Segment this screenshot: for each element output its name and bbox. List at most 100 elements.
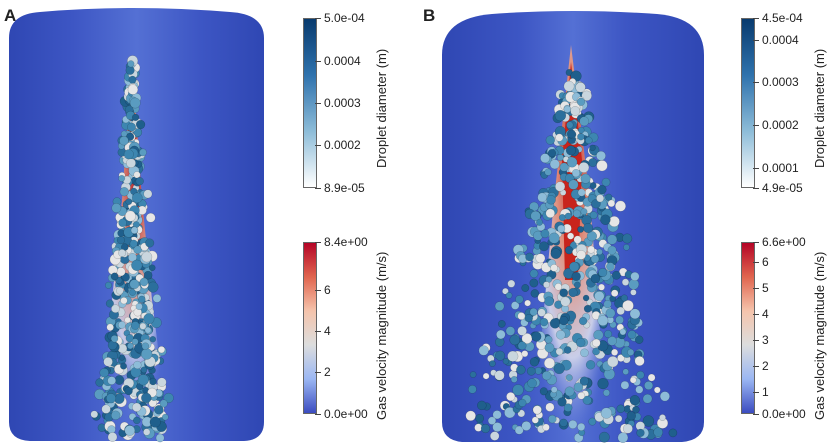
tick: 0.0003 <box>315 96 361 110</box>
droplet <box>124 386 133 396</box>
droplet <box>592 347 600 356</box>
droplet <box>478 345 489 356</box>
droplet <box>605 193 613 201</box>
droplet <box>585 360 596 370</box>
droplet <box>118 249 127 257</box>
droplet <box>141 392 152 404</box>
tick: 0.0002 <box>315 138 361 152</box>
droplet <box>140 366 148 374</box>
droplet <box>111 203 122 213</box>
droplet <box>475 413 485 423</box>
droplet <box>492 422 503 433</box>
droplet <box>133 416 141 425</box>
droplet <box>515 295 524 304</box>
droplet <box>611 270 621 280</box>
droplet <box>119 135 129 146</box>
droplet-cloud-b <box>465 68 678 443</box>
droplet <box>580 348 589 358</box>
droplet <box>145 238 155 248</box>
droplet <box>575 82 586 93</box>
droplet <box>502 287 509 295</box>
droplet <box>614 200 627 212</box>
droplet <box>127 84 139 95</box>
droplet <box>550 386 558 394</box>
droplet <box>143 270 153 280</box>
droplet <box>576 250 587 260</box>
droplet <box>123 149 134 160</box>
droplet <box>572 209 581 218</box>
droplet <box>539 387 548 396</box>
droplet <box>668 428 678 438</box>
tick: 6 <box>753 255 769 269</box>
droplet <box>659 391 670 402</box>
droplet <box>636 370 645 380</box>
droplet <box>105 393 117 404</box>
droplet <box>596 248 603 256</box>
droplet <box>531 331 542 342</box>
droplet <box>120 362 127 370</box>
droplet <box>545 135 555 145</box>
droplet <box>477 400 487 411</box>
droplet <box>111 304 120 314</box>
droplet <box>506 392 516 402</box>
droplet <box>598 431 610 443</box>
droplet <box>577 188 586 197</box>
droplet <box>469 371 477 378</box>
droplet <box>622 423 633 434</box>
droplet <box>131 259 143 271</box>
droplet <box>611 348 619 356</box>
droplet <box>583 304 592 313</box>
droplet <box>647 373 656 382</box>
droplet <box>604 329 613 339</box>
tick: 5 <box>753 281 769 295</box>
droplet <box>482 372 490 380</box>
droplet <box>131 192 143 204</box>
droplet <box>529 278 539 288</box>
droplet <box>129 289 136 296</box>
droplet <box>116 236 125 245</box>
droplet <box>135 302 143 311</box>
droplet <box>571 271 581 282</box>
droplet <box>592 338 601 348</box>
droplet <box>157 345 166 354</box>
tick: 6.6e+00 <box>753 235 806 249</box>
panel-a-label: A <box>4 6 17 25</box>
droplet <box>517 312 526 321</box>
droplet <box>510 301 520 310</box>
droplet <box>586 231 598 242</box>
droplet <box>630 289 637 296</box>
droplet <box>585 136 593 145</box>
droplet <box>541 370 552 381</box>
droplet <box>510 375 518 383</box>
droplet <box>118 218 127 228</box>
droplet <box>130 321 140 330</box>
droplet <box>564 246 574 255</box>
droplet <box>553 363 565 375</box>
droplet <box>524 313 533 323</box>
droplet <box>597 377 609 390</box>
droplet <box>627 348 635 356</box>
droplet <box>130 226 139 235</box>
droplet <box>163 392 174 404</box>
droplet <box>133 245 142 255</box>
droplet <box>107 376 117 385</box>
droplet <box>582 294 590 302</box>
droplet <box>566 121 574 129</box>
droplet <box>145 212 156 223</box>
droplet <box>589 211 598 220</box>
droplet <box>129 279 140 290</box>
droplet <box>606 234 618 245</box>
droplet <box>549 159 560 170</box>
velocity-colorbar-title: Gas velocity magnitude (m/s) <box>812 251 827 420</box>
droplet <box>642 415 655 427</box>
droplet <box>560 296 571 307</box>
droplet <box>531 416 539 424</box>
droplet <box>635 385 644 394</box>
droplet <box>494 370 505 381</box>
droplet <box>542 423 550 431</box>
droplet <box>588 157 598 168</box>
droplet <box>141 251 153 263</box>
droplet <box>527 378 537 389</box>
droplet <box>587 245 596 254</box>
droplet <box>653 386 661 394</box>
